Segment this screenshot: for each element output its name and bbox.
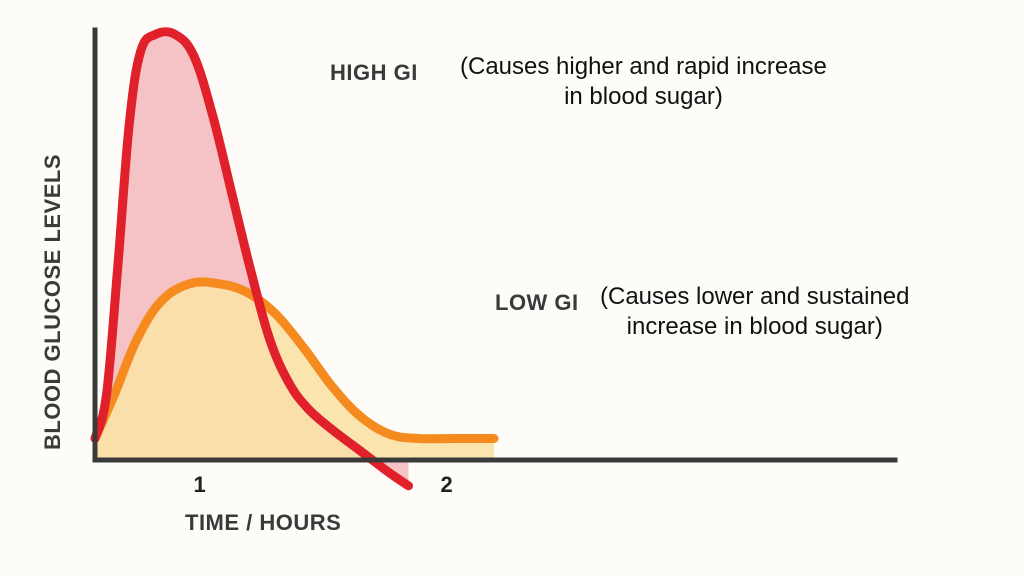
gi-chart: BLOOD GLUCOSE LEVELS TIME / HOURS HIGH G… — [0, 0, 1024, 576]
high-gi-annotation: (Causes higher and rapid increasein bloo… — [460, 52, 827, 112]
high-gi-label: HIGH GI — [330, 60, 418, 86]
low-gi-annotation: (Causes lower and sustainedincrease in b… — [600, 282, 910, 342]
x-axis-label: TIME / HOURS — [185, 510, 341, 536]
x-tick-2: 2 — [441, 472, 453, 498]
y-axis-label: BLOOD GLUCOSE LEVELS — [40, 154, 66, 450]
low-gi-label: LOW GI — [495, 290, 579, 316]
x-tick-1: 1 — [194, 472, 206, 498]
